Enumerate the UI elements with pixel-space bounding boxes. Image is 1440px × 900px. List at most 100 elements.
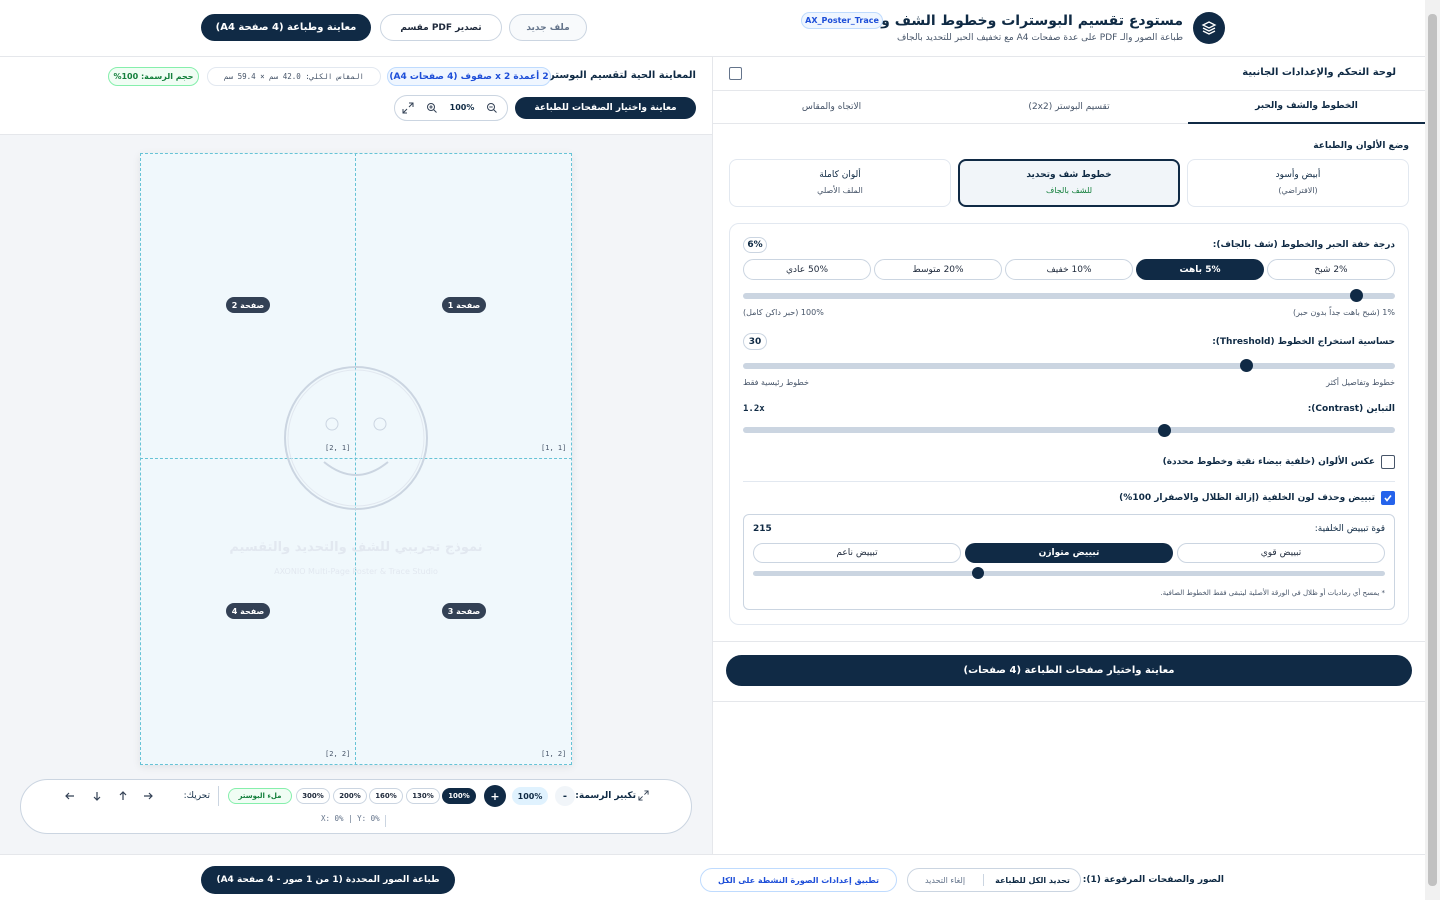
move-label: تحريك: <box>183 791 210 801</box>
check-icon <box>1384 495 1392 502</box>
watermark-sub: AXONIO Multi-Page Poster & Trace Studio <box>274 567 438 576</box>
whitening-note: * يمسح أي رماديات أو ظلال في الورقة الأص… <box>1160 589 1385 597</box>
mode-card[interactable] <box>1187 159 1409 207</box>
footer-label: الصور والصفحات المرفوعة (1): <box>1082 875 1224 885</box>
ink-option-active[interactable]: 5% باهت <box>1136 259 1264 280</box>
app-badge: AX_Poster_Trace <box>801 12 883 29</box>
export-button[interactable]: تصدير PDF مقسم <box>380 14 502 41</box>
page-coord: [2 ,1] <box>541 750 567 758</box>
divider <box>712 57 713 855</box>
ink-option[interactable]: 10% خفيف <box>1005 259 1133 280</box>
contrast-slider[interactable] <box>743 427 1395 433</box>
threshold-min-label: خطوط وتفاصيل أكثر <box>1326 378 1395 387</box>
whitening-slider[interactable] <box>753 571 1385 576</box>
expand-icon <box>638 790 649 801</box>
scale-badge: حجم الرسمة: 100% <box>108 67 199 86</box>
ink-min-label: 1% (شبح باهت جداً بدون حبر) <box>1293 308 1395 317</box>
zoom-preset[interactable]: 200% <box>333 788 367 804</box>
scrollbar-thumb[interactable] <box>1428 14 1437 886</box>
mode-sub: الملف الأصلي <box>817 186 863 195</box>
zoom-preset[interactable]: 300% <box>296 788 330 804</box>
whitening-label: قوة تبييض الخلفية: <box>1314 524 1385 534</box>
separator <box>983 874 984 886</box>
mode-title: ألوان كاملة <box>819 170 861 180</box>
print-selected-button[interactable]: طباعة الصور المحددة (1 من 1 صور - 4 صفحة… <box>201 866 455 894</box>
slider-knob[interactable] <box>1158 424 1171 437</box>
ink-option[interactable]: 2% شبح <box>1267 259 1395 280</box>
slider-knob[interactable] <box>1240 359 1253 372</box>
apply-all-button[interactable]: تطبيق إعدادات الصورة النشطة على الكل <box>700 868 897 892</box>
threshold-label: حساسية استخراج الخطوط (Threshold): <box>1212 337 1395 347</box>
threshold-slider[interactable] <box>743 363 1395 369</box>
mode-sub: (الافتراضي) <box>1278 186 1318 195</box>
zoom-minus[interactable]: - <box>555 786 575 806</box>
slider-knob[interactable] <box>972 567 984 579</box>
move-arrows[interactable] <box>64 790 156 802</box>
zoom-plus[interactable]: + <box>484 785 506 807</box>
zoom-group <box>394 95 508 121</box>
whitening-value: 215 <box>753 524 772 534</box>
collapse-button[interactable] <box>729 67 742 80</box>
page-label: صفحة 3 <box>442 603 486 619</box>
separator <box>385 815 386 827</box>
whitening-option[interactable]: تبييض ناعم <box>753 543 961 563</box>
preview-title: المعاينة الحية لتقسيم البوستر: <box>545 70 696 81</box>
zoom-input[interactable]: 100% <box>512 787 548 805</box>
mode-card[interactable] <box>729 159 951 207</box>
print-button[interactable]: معاينة وطباعة (4 صفحة A4) <box>201 14 371 41</box>
fill-button[interactable]: ملء البوستر <box>228 788 292 804</box>
zoom-preset[interactable]: 130% <box>406 788 440 804</box>
whitening-option-active[interactable]: تبييض متوازن <box>965 543 1173 563</box>
invert-label: عكس الألوان (خلفية بيضاء نقية وخطوط محدد… <box>1162 457 1375 467</box>
zoom-preset-active[interactable]: 100% <box>442 788 476 804</box>
zoom-value: 100% <box>449 103 475 112</box>
mode-title: أبيض وأسود <box>1275 170 1321 180</box>
slider-knob[interactable] <box>1350 289 1363 302</box>
size-badge: المقاس الكلي: 42.0 سم × 59.4 سم <box>207 67 381 86</box>
whitening-option[interactable]: تبييض قوي <box>1177 543 1385 563</box>
separator <box>713 701 1425 702</box>
ink-option[interactable]: 20% متوسط <box>874 259 1002 280</box>
selection-group <box>907 868 1081 892</box>
ink-option[interactable]: 50% عادي <box>743 259 871 280</box>
deselect-button[interactable]: إلغاء التحديد <box>924 875 966 885</box>
mode-sub: للشف بالجاف <box>1045 186 1093 195</box>
separator <box>218 786 219 806</box>
contrast-value: 1.2x <box>743 404 765 414</box>
checkbox[interactable] <box>1381 455 1395 469</box>
select-pages-button[interactable]: معاينة واختيار الصفحات للطباعة <box>515 97 696 119</box>
checkbox-checked[interactable] <box>1381 491 1395 505</box>
page-coord: [1 ,2] <box>325 444 351 452</box>
page-coord: [1 ,1] <box>541 444 567 452</box>
tab[interactable]: الاتجاه والمقاس <box>801 102 862 112</box>
new-file-button[interactable]: ملف جديد <box>509 14 587 41</box>
page-coord: [2 ,2] <box>325 750 351 758</box>
page-label: صفحة 1 <box>442 297 486 313</box>
main-print-button[interactable]: معاينة واختيار صفحات الطباعة (4 صفحات) <box>726 655 1412 686</box>
whitening-box <box>743 514 1395 610</box>
zoom-out-icon[interactable] <box>486 102 498 114</box>
app-subtitle: طباعة الصور والـ PDF على عدة صفحات A4 مع… <box>896 33 1183 43</box>
ink-value: 6% <box>743 237 767 253</box>
tab[interactable]: تقسيم البوستر (2x2) <box>1028 102 1110 112</box>
page-label: صفحة 4 <box>226 603 270 619</box>
separator <box>743 481 1395 482</box>
grid-badge: 2 أعمدة x 2 صفوف (4 صفحات A4) <box>387 67 551 86</box>
cut-line <box>355 153 356 765</box>
logo-icon <box>1201 21 1217 35</box>
fit-icon[interactable] <box>402 102 414 114</box>
zoom-in-icon[interactable] <box>426 102 438 114</box>
poster <box>140 153 572 765</box>
mode-card-selected[interactable] <box>958 159 1180 207</box>
header <box>0 0 1425 57</box>
zoom-preset[interactable]: 160% <box>369 788 403 804</box>
app-title: مستودع تقسيم البوسترات وخطوط الشف والتحد… <box>833 13 1183 29</box>
cut-line <box>140 458 572 459</box>
threshold-max-label: خطوط رئيسية فقط <box>743 378 809 387</box>
select-all-button[interactable]: تحديد الكل للطباعة <box>995 875 1070 885</box>
tab-bar <box>713 90 1425 124</box>
ink-slider[interactable] <box>743 293 1395 299</box>
tab-active[interactable]: الخطوط والشف والحبر <box>1188 90 1425 124</box>
